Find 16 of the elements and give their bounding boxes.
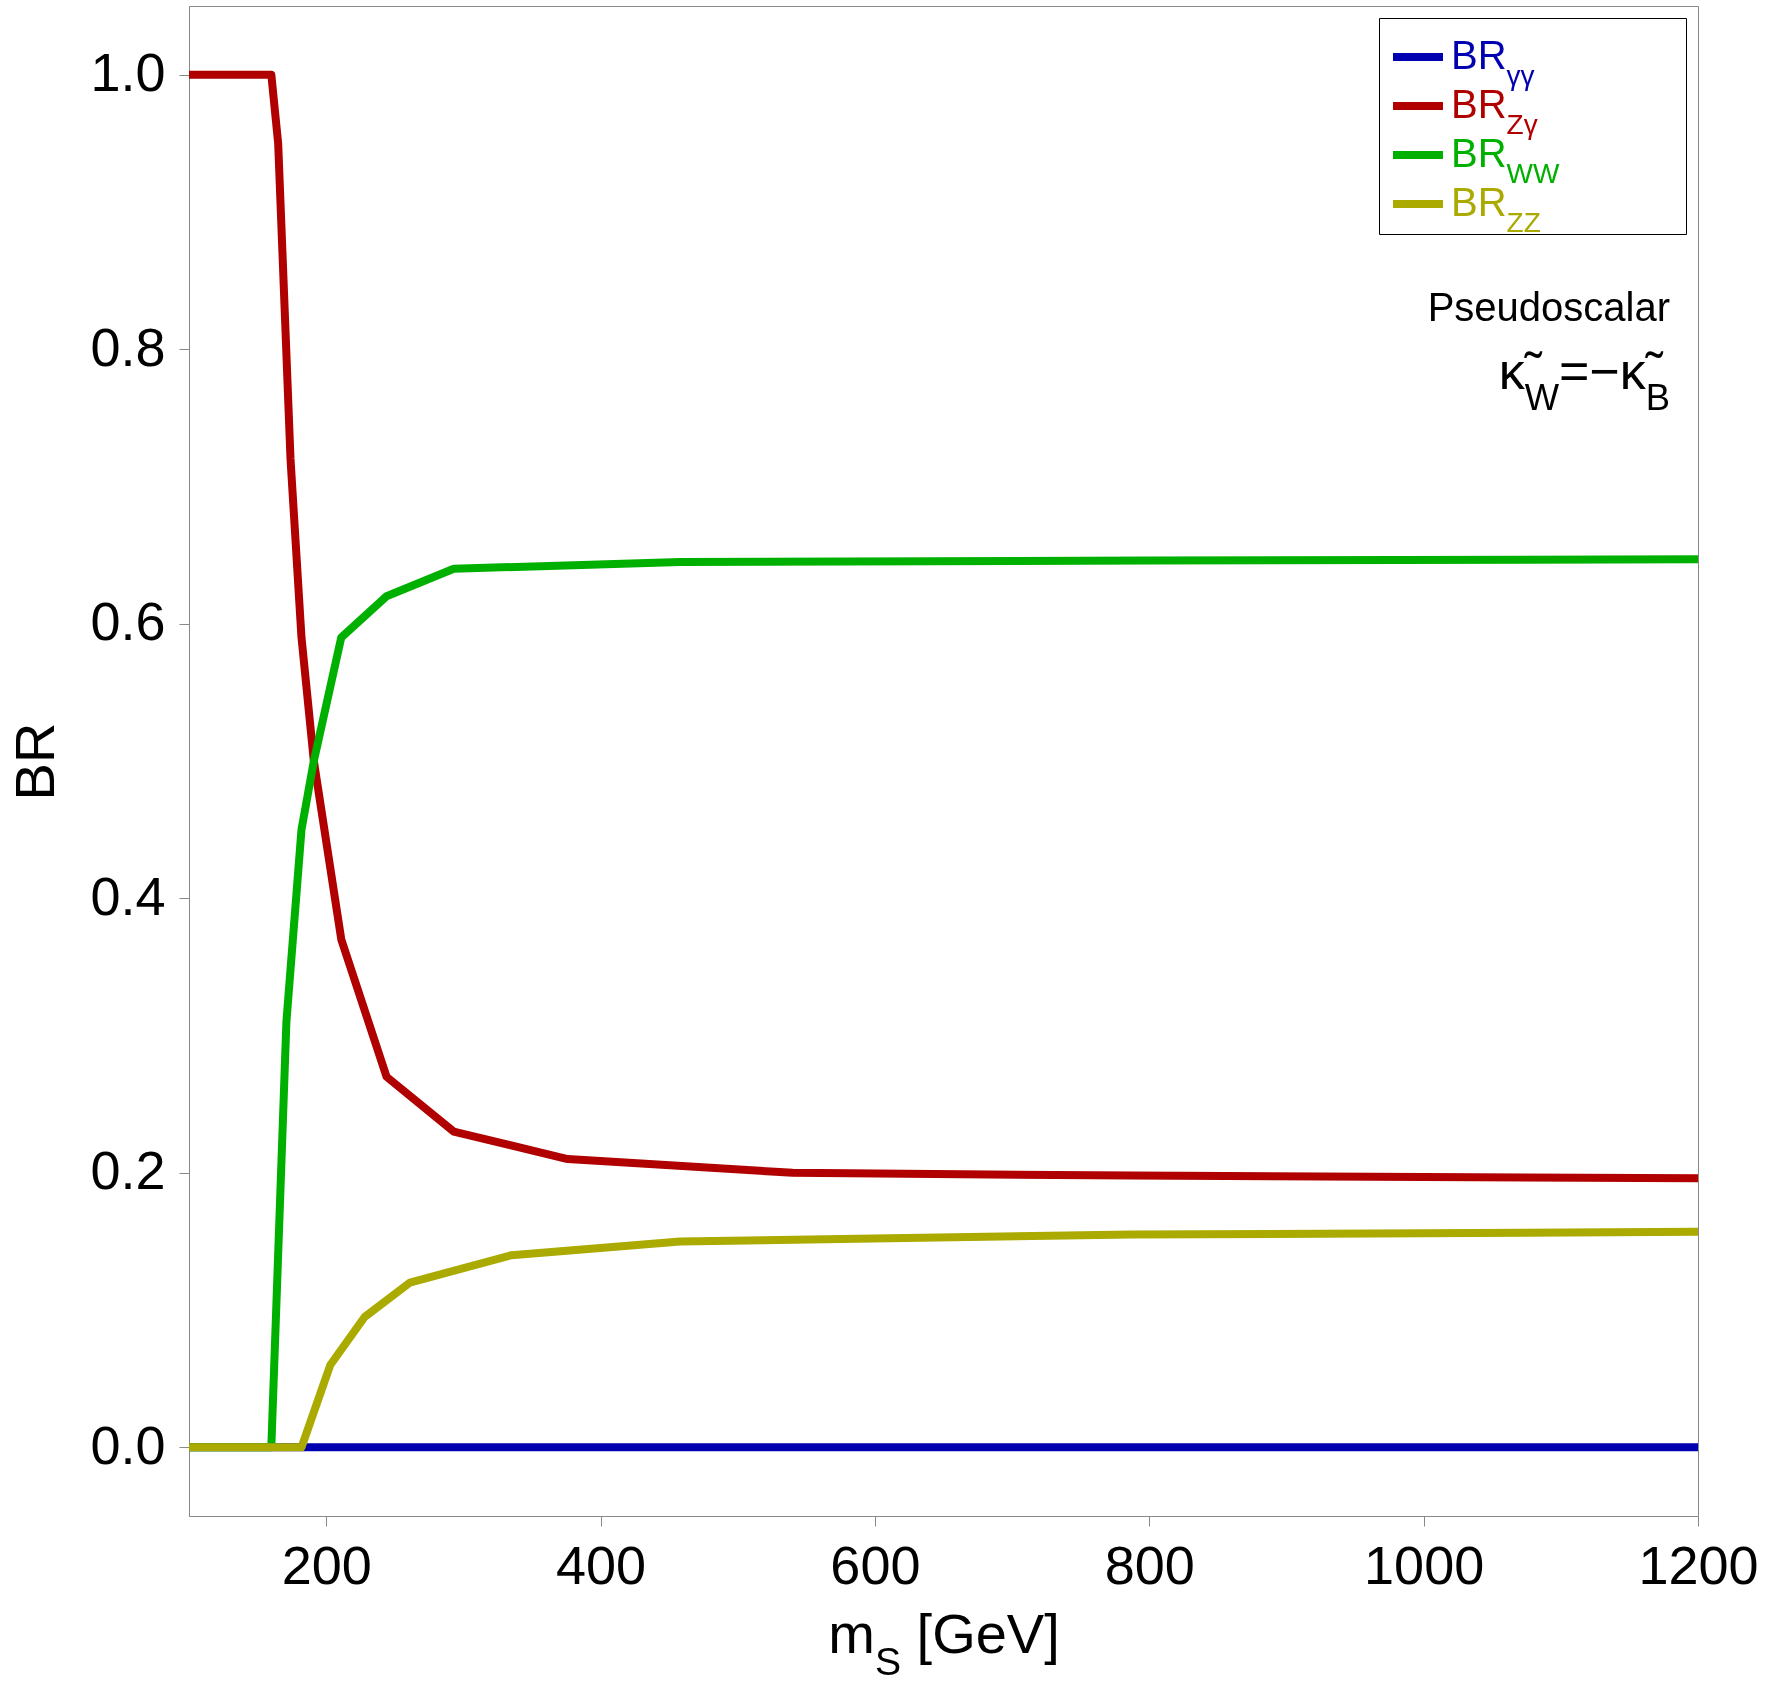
- y-axis-title: BR: [3, 722, 67, 801]
- x-axis-title: m$_{S}$ [GeV]: [828, 1601, 1060, 1682]
- y-tick-label: 0.0: [90, 1414, 166, 1475]
- x-tick-label: 1000: [1364, 1534, 1485, 1595]
- x-tick-label: 400: [555, 1534, 647, 1595]
- x-tick-label: 600: [830, 1534, 921, 1595]
- y-tick-label: 1.0: [90, 42, 166, 103]
- annotation: Pseudoscalar: [1427, 285, 1670, 329]
- y-tick-label: 0.2: [90, 1140, 166, 1201]
- x-tick-label: 800: [1104, 1534, 1195, 1595]
- y-tick-label: 0.6: [90, 591, 166, 652]
- x-tick-label: 200: [281, 1534, 372, 1595]
- y-tick-label: 0.4: [90, 865, 166, 926]
- y-tick-label: 0.8: [90, 316, 166, 377]
- annotation: κ̃$_{W}$=−κ̃$_{B}$: [1498, 342, 1670, 418]
- x-tick-label: 1200: [1638, 1534, 1759, 1595]
